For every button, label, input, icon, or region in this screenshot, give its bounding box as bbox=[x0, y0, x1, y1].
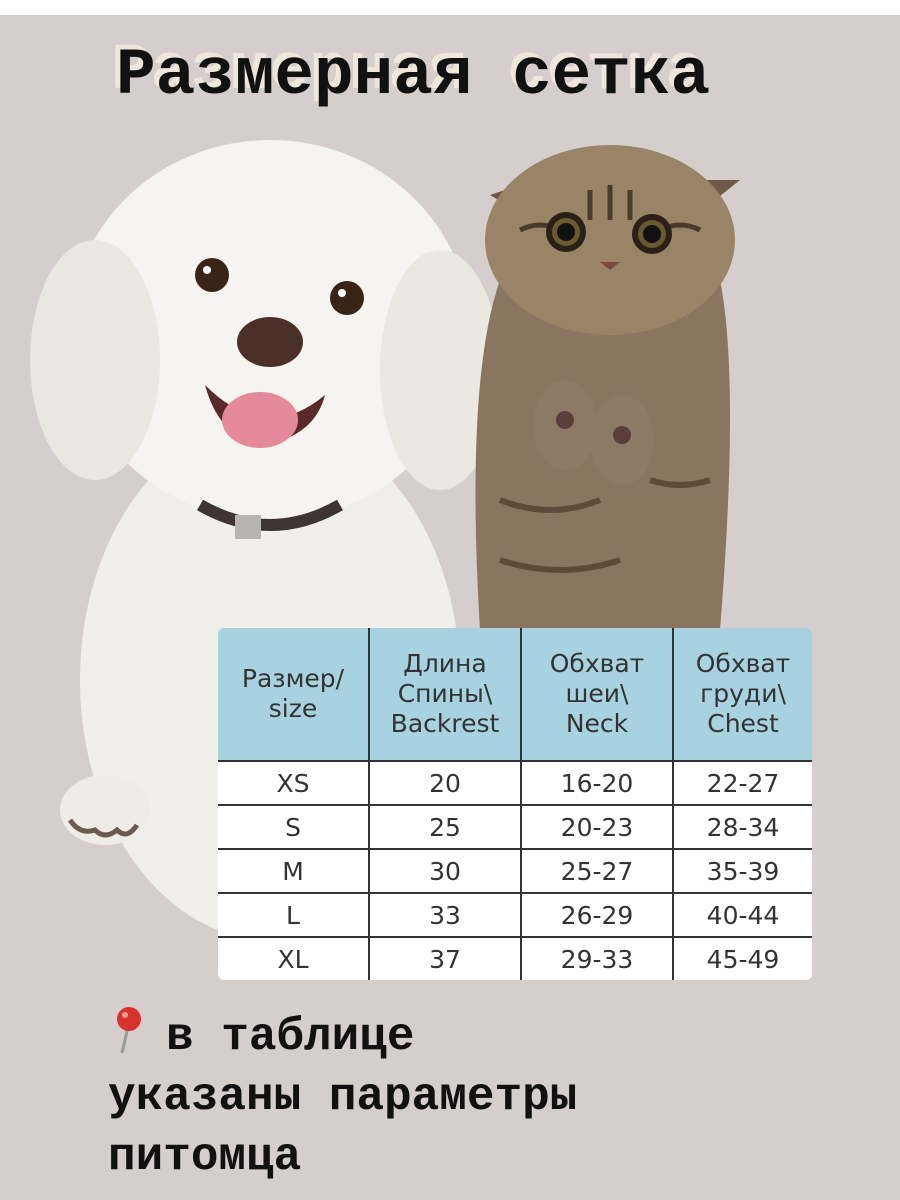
note-line-1: в таблице bbox=[108, 1005, 577, 1067]
table-header-row: Размер/size Длина Спины\ Backrest Обхват ше… bbox=[218, 628, 812, 762]
cell-backrest: 37 bbox=[369, 937, 522, 980]
cell-chest: 40-44 bbox=[673, 893, 812, 938]
header-line: Обхват bbox=[549, 649, 645, 678]
header-neck: Обхват шеи\ Neck bbox=[521, 628, 674, 762]
note-line-3: питомца bbox=[108, 1131, 302, 1183]
cell-neck: 25-27 bbox=[521, 849, 674, 894]
cell-backrest: 25 bbox=[369, 805, 522, 850]
size-table: Размер/size Длина Спины\ Backrest Обхват ше… bbox=[218, 628, 812, 980]
cell-backrest: 33 bbox=[369, 893, 522, 938]
header-line: Спины\ bbox=[397, 679, 493, 708]
note-line-2: указаны параметры bbox=[108, 1071, 578, 1123]
header-line: груди\ bbox=[700, 679, 786, 708]
header-line: шеи\ bbox=[565, 679, 629, 708]
table-row: XL 37 29-33 45-49 bbox=[218, 937, 812, 980]
cell-neck: 16-20 bbox=[521, 761, 674, 806]
cell-neck: 29-33 bbox=[521, 937, 674, 980]
cell-chest: 22-27 bbox=[673, 761, 812, 806]
cell-size: XL bbox=[218, 937, 370, 980]
cat-image bbox=[475, 145, 740, 630]
page-title: Размерная сетка bbox=[116, 38, 711, 113]
cell-chest: 45-49 bbox=[706, 944, 780, 974]
header-line: Chest bbox=[707, 709, 779, 738]
header-line: Обхват bbox=[695, 649, 791, 678]
note-text: в таблице bbox=[166, 1011, 415, 1063]
cell-size: S bbox=[218, 805, 370, 850]
table-row: S 25 20-23 28-34 bbox=[218, 805, 812, 850]
cell-size: M bbox=[218, 849, 370, 894]
header-backrest: Длина Спины\ Backrest bbox=[369, 628, 522, 762]
pushpin-icon bbox=[117, 1007, 141, 1054]
note: в таблице указаны параметры питомца bbox=[108, 1005, 577, 1187]
table-row: L 33 26-29 40-44 bbox=[218, 893, 812, 938]
header-chest: Обхват груди\ Chest bbox=[673, 628, 812, 762]
header-line: Длина bbox=[403, 649, 487, 678]
cell-neck: 20-23 bbox=[521, 805, 674, 850]
cell-chest: 35-39 bbox=[673, 849, 812, 894]
cell-size: L bbox=[218, 893, 370, 938]
header-line: Neck bbox=[565, 709, 629, 738]
header-line: size bbox=[268, 694, 318, 723]
cell-backrest: 30 bbox=[369, 849, 522, 894]
table-row: XS 20 16-20 22-27 bbox=[218, 761, 812, 806]
cell-backrest: 20 bbox=[369, 761, 522, 806]
header-line: Backrest bbox=[390, 709, 500, 738]
header-size: Размер/size bbox=[218, 628, 370, 762]
cell-chest: 28-34 bbox=[673, 805, 812, 850]
table-row: M 30 25-27 35-39 bbox=[218, 849, 812, 894]
cell-size: XS bbox=[218, 761, 370, 806]
header-line: Размер/ bbox=[241, 664, 345, 693]
cell-neck: 26-29 bbox=[521, 893, 674, 938]
